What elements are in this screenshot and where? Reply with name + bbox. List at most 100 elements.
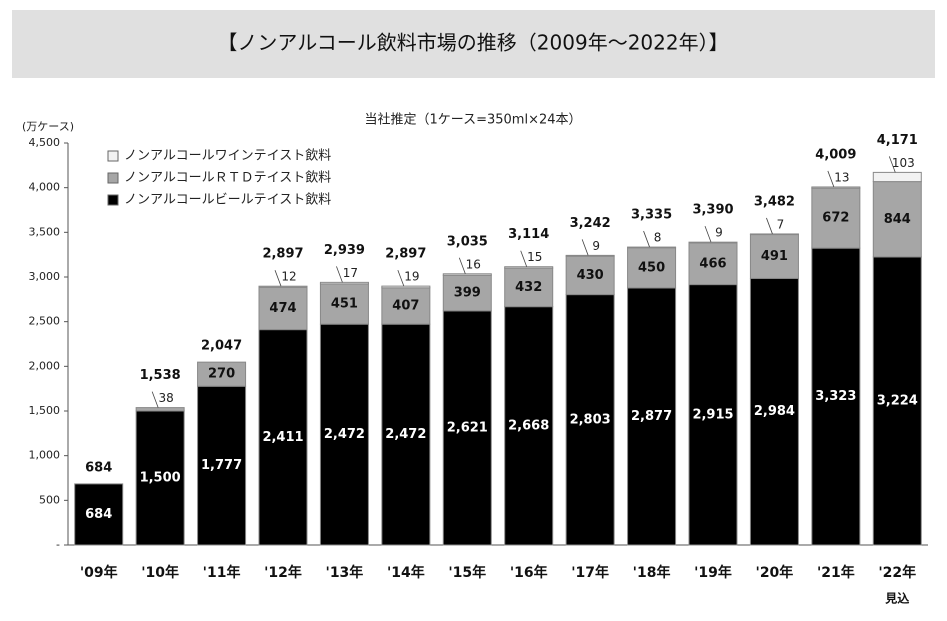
leader-line — [458, 257, 466, 274]
bar-segment — [197, 385, 247, 546]
bar-segment — [442, 273, 492, 276]
legend-label: ノンアルコールワインテイスト飲料 — [124, 148, 331, 164]
data-label: 407 — [392, 298, 419, 313]
data-label: 2,472 — [385, 427, 426, 442]
data-label: 3,224 — [877, 393, 918, 408]
x-tick-label: '19年 — [694, 564, 732, 581]
leader-line — [151, 391, 159, 408]
leader-line — [336, 266, 343, 283]
bar-segment — [442, 274, 492, 312]
data-label: 2,472 — [324, 427, 365, 442]
legend-swatch — [107, 150, 119, 162]
bar-segment — [627, 246, 677, 249]
total-label: 2,939 — [324, 243, 365, 258]
data-label: 17 — [343, 266, 358, 280]
data-label: 466 — [699, 256, 726, 271]
data-label: 474 — [269, 301, 296, 316]
x-tick-label: '16年 — [510, 564, 548, 581]
total-label: 1,538 — [140, 368, 181, 383]
y-tick-label: 500 — [39, 493, 60, 506]
x-tick-label: '15年 — [448, 564, 486, 581]
y-tick-label: 3,000 — [29, 270, 61, 283]
bar-segment — [319, 283, 369, 325]
x-tick-label: '09年 — [80, 564, 118, 581]
forecast-note: 見込 — [884, 591, 909, 606]
data-label: 844 — [884, 212, 911, 227]
bar-segment — [135, 410, 185, 546]
total-label: 3,114 — [508, 227, 549, 242]
x-tick-label: '12年 — [264, 564, 302, 581]
leader-line — [704, 226, 712, 243]
total-label: 3,335 — [631, 208, 672, 223]
bar-segment — [565, 294, 615, 546]
y-tick-label: 2,500 — [29, 315, 61, 328]
legend-swatch — [107, 172, 119, 184]
legend-label: ノンアルコールＲＴＤテイスト飲料 — [124, 170, 331, 186]
bar-segment — [811, 247, 861, 546]
bar-segment — [811, 186, 861, 189]
bar-segment — [319, 281, 369, 285]
bar-segment — [749, 234, 799, 279]
x-tick-label: '14年 — [387, 564, 425, 581]
bar-segment — [504, 267, 554, 308]
bar-segment — [381, 285, 431, 289]
x-tick-label: '13年 — [326, 564, 364, 581]
data-label: 399 — [454, 286, 481, 301]
bar-segment — [74, 483, 124, 546]
total-label: 3,242 — [570, 216, 611, 231]
bar-segment — [627, 247, 677, 289]
y-tick-label: 1,500 — [29, 404, 61, 417]
bar-segment — [258, 286, 308, 331]
data-label: 38 — [159, 391, 174, 405]
bar-segment — [258, 285, 308, 288]
bar-segment — [197, 361, 247, 387]
data-label: 2,984 — [754, 404, 795, 419]
leader-line — [888, 156, 896, 173]
bar-segment — [381, 287, 431, 325]
bar-segment — [381, 323, 431, 546]
data-label: 9 — [592, 239, 600, 253]
data-label: 2,668 — [508, 418, 549, 433]
data-label: 9 — [715, 226, 723, 240]
total-label: 2,897 — [262, 247, 303, 262]
bar-segment — [872, 181, 922, 258]
leader-line — [274, 270, 282, 287]
x-tick-label: '18年 — [633, 564, 671, 581]
total-label: 2,897 — [385, 247, 426, 262]
x-tick-label: '20年 — [756, 564, 794, 581]
bar-segment — [504, 306, 554, 546]
leader-line — [520, 250, 528, 267]
total-label: 3,035 — [447, 234, 488, 249]
data-label: 450 — [638, 260, 665, 275]
data-label: 2,621 — [447, 420, 488, 435]
chart-title: 【ノンアルコール飲料市場の推移（2009年～2022年）】 — [217, 31, 728, 55]
data-label: 491 — [761, 249, 788, 264]
y-tick-label: 2,000 — [29, 359, 61, 372]
data-label: 451 — [331, 297, 358, 312]
total-label: 2,047 — [201, 339, 242, 354]
bar-segment — [565, 255, 615, 296]
data-label: 432 — [515, 280, 542, 295]
leader-line — [643, 230, 650, 248]
data-label: 672 — [822, 211, 849, 226]
y-tick-label: - — [56, 538, 60, 551]
data-label: 270 — [208, 367, 235, 382]
data-label: 19 — [404, 270, 419, 284]
bar-segment — [688, 284, 738, 546]
data-label: 103 — [892, 156, 915, 170]
x-tick-label: '21年 — [817, 564, 855, 581]
bar-segment — [688, 241, 738, 244]
data-label: 2,411 — [262, 430, 303, 445]
x-tick-label: '11年 — [203, 564, 241, 581]
total-label: 3,482 — [754, 194, 795, 209]
leader-line — [397, 269, 405, 287]
legend-label: ノンアルコールビールテイスト飲料 — [124, 192, 331, 208]
data-label: 16 — [466, 257, 481, 271]
bar-segment — [811, 187, 861, 249]
data-label: 13 — [834, 170, 849, 184]
data-label: 12 — [281, 270, 296, 284]
y-axis-label: (万ケース) — [22, 120, 74, 133]
bar-segment — [872, 171, 922, 183]
